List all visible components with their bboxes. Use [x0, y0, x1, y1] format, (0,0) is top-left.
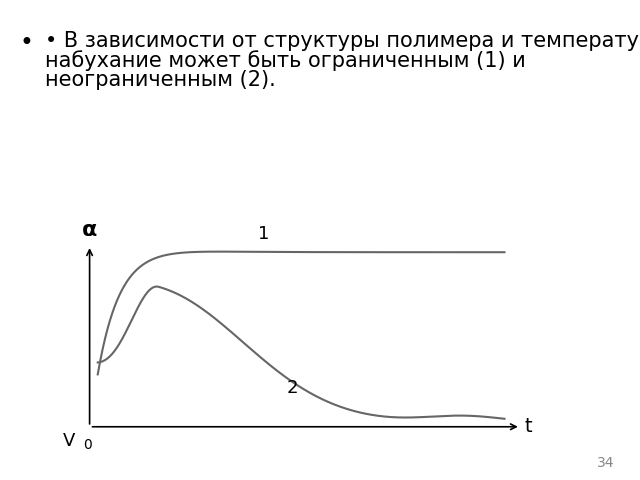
Text: 1: 1 — [259, 225, 270, 243]
Text: •: • — [19, 31, 33, 55]
Text: неограниченным (2).: неограниченным (2). — [45, 70, 276, 90]
Text: 2: 2 — [287, 379, 298, 397]
Text: 34: 34 — [597, 456, 614, 470]
Text: α: α — [82, 220, 97, 240]
Text: набухание может быть ограниченным (1) и: набухание может быть ограниченным (1) и — [45, 50, 525, 71]
Text: • В зависимости от структуры полимера и температуры: • В зависимости от структуры полимера и … — [45, 31, 640, 51]
Text: V: V — [63, 432, 76, 450]
Text: t: t — [525, 417, 532, 436]
Text: 0: 0 — [83, 438, 92, 452]
